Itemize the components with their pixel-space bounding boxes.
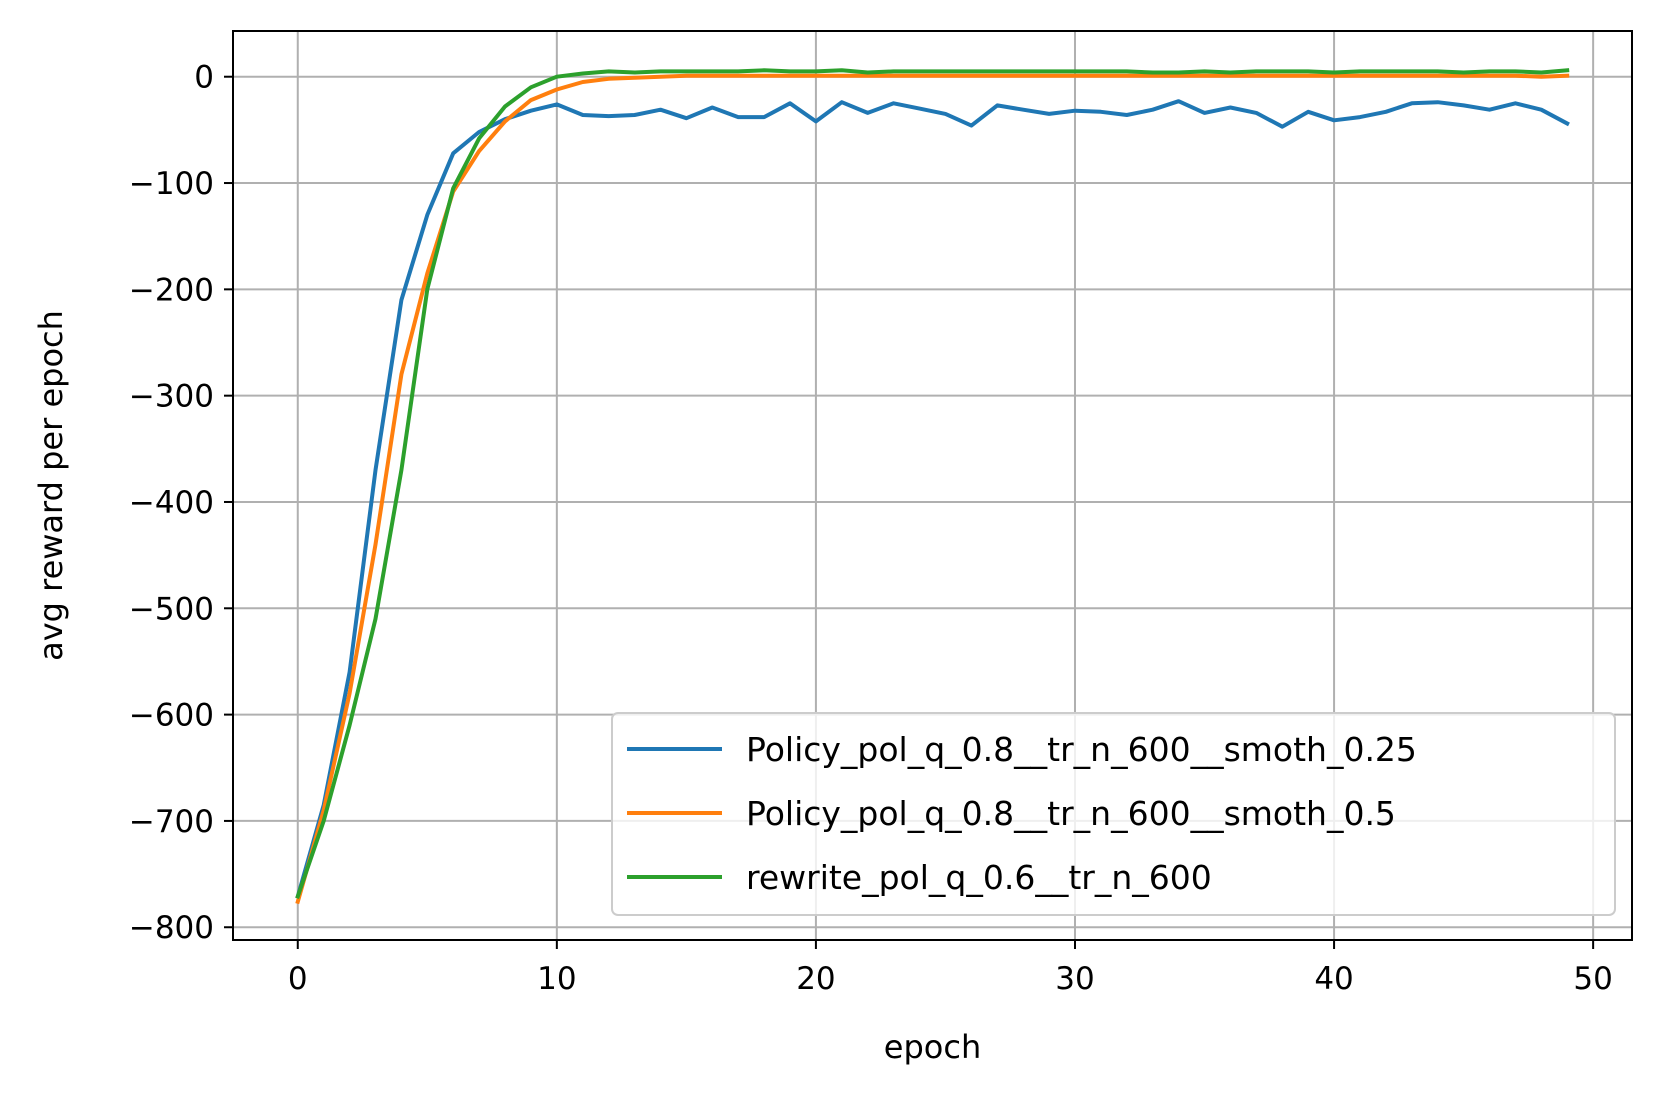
y-tick-label: −800 — [129, 910, 214, 946]
y-tick-label: −100 — [129, 166, 214, 202]
x-tick-label: 40 — [1314, 961, 1353, 997]
y-tick-label: −600 — [129, 698, 214, 734]
y-tick-label: 0 — [194, 60, 214, 96]
legend-label-2: Policy_pol_q_0.8__tr_n_600__smoth_0.5 — [746, 794, 1396, 833]
legend: Policy_pol_q_0.8__tr_n_600__smoth_0.25 Po… — [611, 712, 1616, 916]
legend-box — [611, 712, 1616, 916]
y-tick-label: −300 — [129, 379, 214, 415]
y-tick-label: −400 — [129, 485, 214, 521]
legend-label-1: Policy_pol_q_0.8__tr_n_600__smoth_0.25 — [746, 730, 1417, 769]
series-line-2 — [295, 73, 1570, 905]
x-tick-label: 10 — [537, 961, 576, 997]
series-line-3 — [295, 68, 1570, 899]
x-tick-label: 0 — [288, 961, 308, 997]
plot-area-frame — [232, 30, 1633, 941]
y-tick-label: −700 — [129, 804, 214, 840]
y-tick-label: −500 — [129, 591, 214, 627]
legend-label-3: rewrite_pol_q_0.6__tr_n_600 — [746, 858, 1212, 897]
series-lines — [295, 68, 1570, 905]
x-axis-label: epoch — [884, 1028, 981, 1066]
x-tick-label: 50 — [1573, 961, 1612, 997]
x-tick-label: 30 — [1055, 961, 1094, 997]
y-axis-label: avg reward per epoch — [32, 310, 70, 661]
y-tick-label: −200 — [129, 272, 214, 308]
x-tick-label: 20 — [796, 961, 835, 997]
axis-ticks: 0 10 20 30 40 50 0 −100 −200 −300 −400 −500 −600 −700… — [129, 60, 1613, 997]
